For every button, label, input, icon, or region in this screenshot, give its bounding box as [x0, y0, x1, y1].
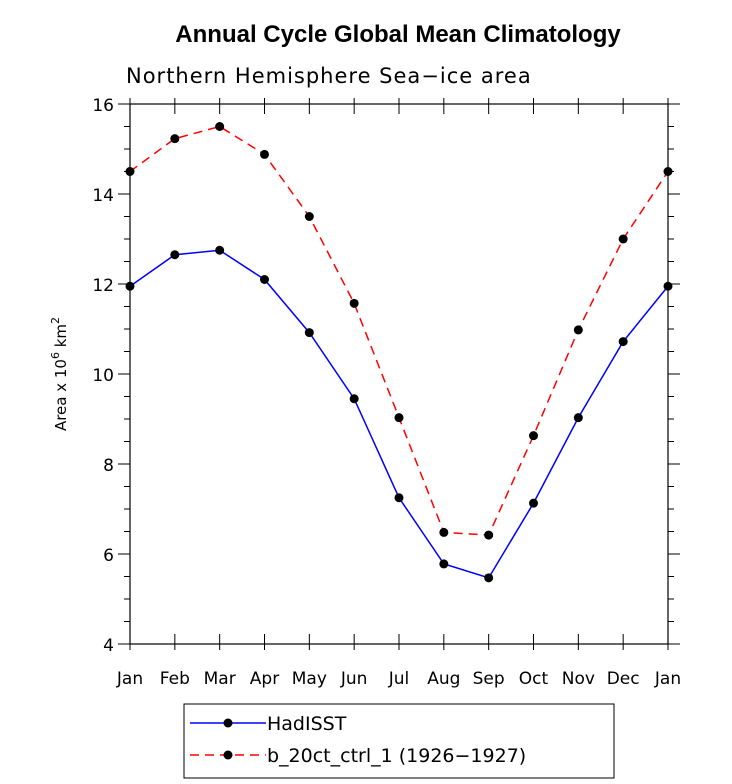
axis-ticks — [118, 98, 680, 650]
data-point — [349, 298, 359, 308]
data-point — [349, 394, 359, 404]
legend-entry: b_20ct_ctrl_1 (1926−1927) — [190, 745, 526, 767]
data-point — [170, 134, 180, 144]
chart-subtitle: Northern Hemisphere Sea−ice area — [126, 64, 532, 88]
series-line — [129, 125, 669, 536]
x-tick-label: May — [292, 669, 327, 689]
y-tick-label: 8 — [103, 456, 114, 476]
series-1 — [125, 245, 673, 583]
data-point — [439, 559, 449, 569]
data-point — [394, 413, 404, 423]
y-axis-tick-labels: 4 6 8 10 12 14 16 — [92, 96, 114, 656]
y-tick-label: 16 — [92, 96, 114, 116]
x-tick-label: Nov — [562, 669, 595, 689]
x-tick-label: Jul — [388, 669, 410, 689]
legend-entry: HadISST — [190, 713, 347, 735]
data-point — [260, 149, 269, 159]
data-point — [304, 212, 314, 221]
y-tick-label: 14 — [92, 186, 114, 206]
x-tick-label: Sep — [473, 669, 505, 689]
data-point — [484, 530, 494, 540]
plot-frame — [129, 103, 669, 645]
x-tick-label: Oct — [519, 669, 549, 689]
data-point — [125, 167, 135, 176]
legend-label: b_20ct_ctrl_1 (1926−1927) — [267, 745, 526, 767]
x-tick-label: Dec — [607, 669, 640, 689]
y-tick-label: 10 — [92, 366, 114, 386]
y-axis-label-exponent-1: 6 — [49, 352, 62, 359]
y-tick-label: 12 — [92, 276, 114, 296]
data-point — [260, 275, 269, 284]
y-axis-label-exponent-2: 2 — [49, 317, 62, 324]
y-axis-label-unit: km — [52, 324, 70, 352]
series-2 — [125, 122, 673, 540]
data-point — [618, 234, 628, 244]
data-point — [618, 337, 628, 347]
x-tick-label: Apr — [250, 669, 279, 689]
x-tick-label: Jan — [654, 669, 681, 689]
legend-box — [183, 703, 615, 779]
legend-marker — [223, 750, 233, 760]
legend-entries: HadISST b_20ct_ctrl_1 (1926−1927) — [190, 713, 526, 767]
data-point — [484, 573, 494, 583]
data-point — [663, 167, 673, 176]
data-point — [573, 325, 583, 335]
data-point — [125, 281, 135, 291]
data-point — [215, 122, 225, 131]
x-tick-label: Jan — [116, 669, 143, 689]
y-axis-label-prefix: Area x 10 — [52, 359, 70, 431]
data-point — [439, 527, 449, 537]
legend: HadISST b_20ct_ctrl_1 (1926−1927) — [183, 703, 615, 779]
x-tick-label: Feb — [160, 669, 190, 689]
x-tick-label: Jun — [340, 669, 368, 689]
data-point — [529, 498, 538, 508]
x-tick-label: Mar — [204, 669, 236, 689]
legend-marker — [223, 718, 233, 728]
data-point — [394, 493, 404, 503]
legend-label: HadISST — [267, 713, 347, 735]
chart-title: Annual Cycle Global Mean Climatology — [175, 21, 621, 48]
y-tick-label: 6 — [103, 546, 114, 566]
data-point — [304, 328, 314, 338]
x-tick-label: Aug — [427, 669, 460, 689]
x-axis-tick-labels: Jan Feb Mar Apr May Jun Jul Aug Sep Oct Nov Dec Jan — [116, 669, 681, 689]
data-point — [573, 413, 583, 423]
data-point — [170, 250, 180, 260]
data-point — [663, 281, 673, 291]
data-point — [529, 431, 538, 441]
y-tick-label: 4 — [103, 636, 114, 656]
data-point — [215, 245, 225, 255]
series-layer — [125, 122, 673, 583]
y-axis-label: Area x 106 km2 — [49, 317, 70, 431]
